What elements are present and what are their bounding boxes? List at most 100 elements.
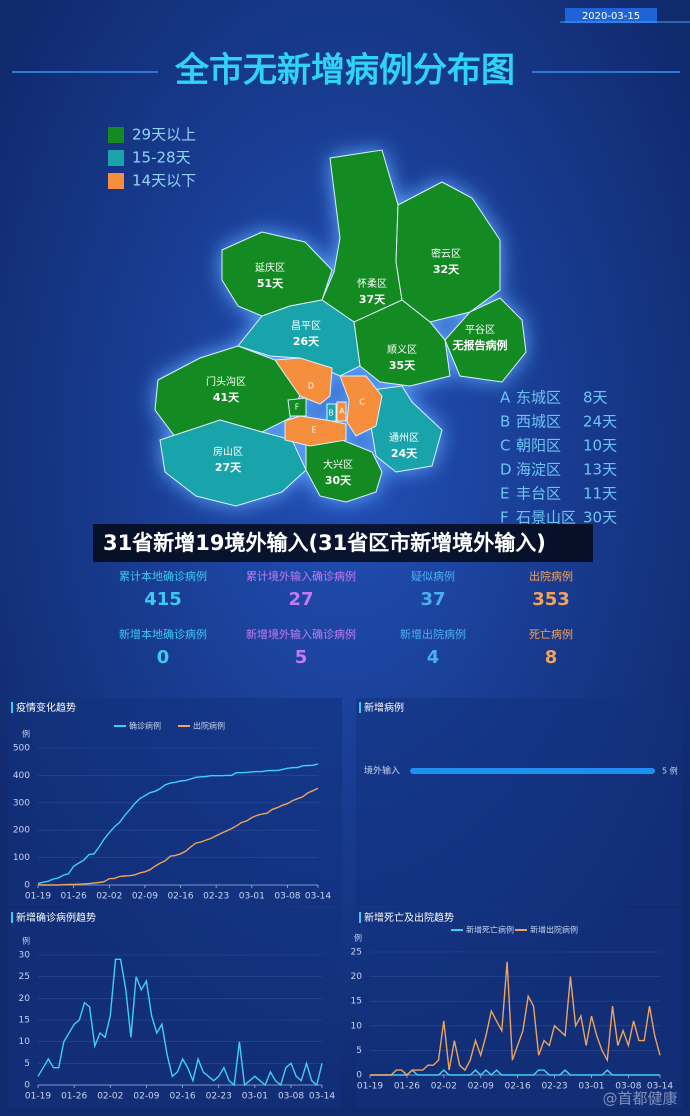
- district-days: 37天: [359, 293, 386, 306]
- legend-label: 出院病例: [193, 721, 225, 731]
- legend-swatch: [108, 150, 124, 166]
- district-name: 房山区: [213, 445, 243, 458]
- x-tick-label: 02-23: [206, 1092, 232, 1102]
- x-tick-label: 02-09: [132, 892, 158, 902]
- x-tick-label: 02-09: [133, 1092, 159, 1102]
- district-name: 延庆区: [255, 261, 285, 274]
- y-tick-label: 400: [13, 771, 30, 781]
- stat-label: 出院病例: [529, 569, 573, 583]
- legend-label: 确诊病例: [129, 721, 161, 731]
- stat-value: 5: [295, 647, 308, 668]
- chart-panel: [8, 698, 342, 906]
- district-name: 通州区: [389, 432, 419, 444]
- x-tick-label: 01-26: [394, 1082, 420, 1092]
- list-name: 西城区: [516, 413, 561, 431]
- chart-title-bar: [11, 702, 13, 713]
- y-tick-label: 5: [356, 1046, 362, 1056]
- stat-label: 新增境外输入确诊病例: [246, 627, 356, 641]
- x-tick-label: 03-08: [615, 1082, 641, 1092]
- list-days: 13天: [583, 461, 617, 479]
- stat-value: 27: [288, 589, 313, 610]
- x-tick-label: 02-02: [97, 1092, 123, 1102]
- x-tick-label: 02-16: [167, 892, 193, 902]
- legend-label: 新增出院病例: [530, 925, 578, 935]
- y-tick-label: 0: [24, 881, 30, 891]
- x-tick-label: 03-01: [578, 1082, 604, 1092]
- district-days: 41天: [213, 391, 240, 404]
- list-days: 8天: [583, 389, 608, 407]
- y-tick-label: 10: [19, 1037, 31, 1047]
- district-days: 27天: [215, 461, 242, 474]
- line-series: [38, 787, 319, 886]
- chart-title: 新增确诊病例趋势: [16, 911, 96, 924]
- district-name: 平谷区: [465, 324, 495, 336]
- y-axis-label: 例: [354, 933, 362, 943]
- y-tick-label: 10: [351, 1021, 363, 1031]
- stat-value: 353: [532, 589, 570, 610]
- y-tick-label: 5: [24, 1059, 30, 1069]
- chart-title-bar: [359, 912, 361, 923]
- legend-label: 14天以下: [132, 172, 196, 190]
- date-badge: [565, 8, 657, 23]
- district-letter: D: [308, 382, 314, 391]
- district: [369, 385, 443, 473]
- chart-title-bar: [11, 912, 13, 923]
- y-tick-label: 20: [19, 994, 31, 1004]
- list-days: 11天: [583, 485, 617, 503]
- district: [353, 299, 451, 387]
- district: [339, 375, 383, 437]
- district-days: 30天: [325, 474, 352, 487]
- district-days: 无报告病例: [452, 338, 508, 352]
- district: [237, 299, 361, 377]
- x-tick-label: 03-14: [647, 1082, 673, 1092]
- stat-label: 疑似病例: [411, 569, 455, 583]
- x-tick-label: 02-16: [505, 1082, 531, 1092]
- y-tick-label: 500: [13, 744, 30, 754]
- district-name: 怀柔区: [357, 278, 387, 290]
- bar-value-label: 5 例: [662, 766, 678, 776]
- district-name: 昌平区: [291, 320, 321, 332]
- stat-label: 死亡病例: [529, 627, 573, 641]
- district: [284, 415, 347, 447]
- chart-title: 新增病例: [364, 701, 404, 714]
- y-tick-label: 15: [351, 997, 362, 1007]
- x-tick-label: 03-14: [305, 892, 331, 902]
- x-tick-label: 03-08: [278, 1092, 304, 1102]
- district-days: 24天: [391, 447, 418, 460]
- district-letter: B: [328, 409, 334, 418]
- x-tick-label: 02-02: [96, 892, 122, 902]
- caption: 31省新增19境外输入(31省区市新增境外输入): [93, 524, 593, 562]
- x-tick-label: 03-14: [309, 1092, 335, 1102]
- legend-label: 15-28天: [132, 149, 191, 167]
- stat-value: 8: [545, 647, 558, 668]
- x-tick-label: 01-19: [357, 1082, 383, 1092]
- y-tick-label: 0: [356, 1071, 362, 1081]
- stat-value: 4: [427, 647, 440, 668]
- x-tick-label: 01-26: [61, 892, 87, 902]
- list-name: 丰台区: [516, 485, 561, 503]
- list-days: 24天: [583, 413, 617, 431]
- legend-label: 29天以上: [132, 126, 196, 144]
- x-tick-label: 03-01: [242, 1092, 268, 1102]
- district-letter: C: [359, 398, 365, 407]
- x-tick-label: 01-26: [61, 1092, 87, 1102]
- district: [395, 181, 501, 323]
- chart-title: 疫情变化趋势: [16, 701, 76, 714]
- y-tick-label: 200: [13, 826, 30, 836]
- district-name: 大兴区: [323, 458, 353, 471]
- chart-panel: [8, 908, 342, 1108]
- district-days: 26天: [293, 335, 320, 348]
- list-letter: C: [500, 437, 510, 455]
- x-tick-label: 02-16: [170, 1092, 196, 1102]
- list-days: 10天: [583, 437, 617, 455]
- stat-value: 37: [420, 589, 445, 610]
- stat-value: 0: [157, 647, 170, 668]
- district: [336, 401, 347, 422]
- y-axis-label: 例: [22, 729, 30, 739]
- chart-panel: [356, 698, 682, 906]
- x-tick-label: 01-19: [25, 892, 51, 902]
- list-name: 东城区: [516, 389, 561, 407]
- x-tick-label: 01-19: [25, 1092, 51, 1102]
- stat-label: 新增本地确诊病例: [119, 627, 207, 641]
